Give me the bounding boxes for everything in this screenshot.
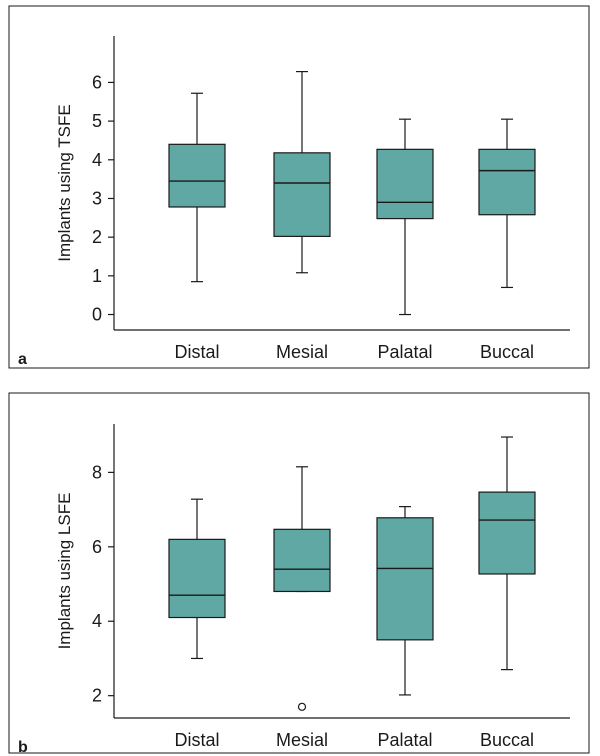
y-tick-label: 0 xyxy=(92,305,102,325)
x-tick-label: Buccal xyxy=(480,730,534,750)
y-tick-label: 4 xyxy=(92,150,102,170)
outlier-point xyxy=(297,702,307,711)
panel-b-frame xyxy=(8,392,590,754)
x-tick-label: Distal xyxy=(174,342,219,362)
box-distal xyxy=(168,538,226,619)
box-palatal xyxy=(376,148,434,220)
panel-b: 2 4 6 8 Implants using LSFE Distal Mesial Palat… xyxy=(18,424,570,756)
y-tick-label: 5 xyxy=(92,111,102,131)
y-tick-label: 3 xyxy=(92,188,102,208)
box-buccal xyxy=(478,491,536,575)
x-tick-label: Mesial xyxy=(276,730,328,750)
y-tick-label: 4 xyxy=(92,611,102,631)
x-tick-label: Buccal xyxy=(480,342,534,362)
y-tick-label: 8 xyxy=(92,462,102,482)
panel-a-frame xyxy=(8,5,590,369)
box-buccal xyxy=(478,148,536,216)
y-axis-label: Implants using TSFE xyxy=(55,104,74,261)
panel-label: b xyxy=(18,739,28,756)
y-tick-label: 6 xyxy=(92,537,102,557)
x-tick-label: Palatal xyxy=(377,342,432,362)
x-tick-label: Palatal xyxy=(377,730,432,750)
box-palatal xyxy=(376,517,434,641)
x-tick-label: Mesial xyxy=(276,342,328,362)
box-distal xyxy=(168,143,226,208)
panel-a: 0 1 2 3 4 5 6 Implants using TSFE Distal Mesial Pa… xyxy=(18,36,570,368)
y-tick-label: 6 xyxy=(92,72,102,92)
x-tick-label: Distal xyxy=(174,730,219,750)
box-mesial xyxy=(273,528,331,593)
y-tick-label: 2 xyxy=(92,686,102,706)
y-tick-label: 1 xyxy=(92,266,102,286)
box-mesial xyxy=(273,152,331,237)
panel-label: a xyxy=(18,351,27,368)
y-tick-label: 2 xyxy=(92,227,102,247)
y-axis-label: Implants using LSFE xyxy=(55,493,74,650)
